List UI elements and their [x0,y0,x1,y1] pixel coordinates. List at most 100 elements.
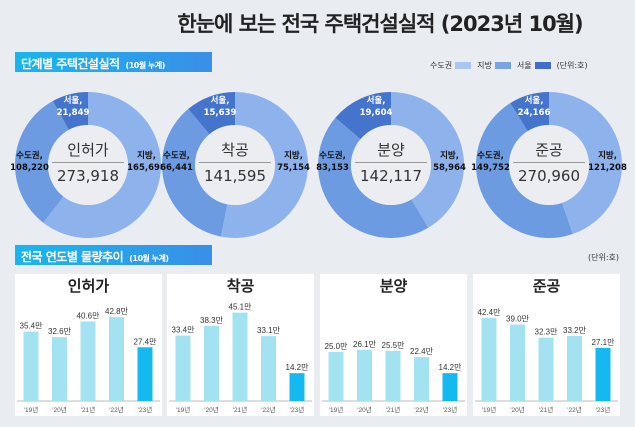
slice-jibang [220,92,308,238]
label-seoul: 서울, 21,849 [56,96,90,118]
label-jibang: 지방, 165,698 [127,151,166,173]
bar [481,317,497,401]
bar [52,337,67,401]
x-tick-label: '20년 [510,405,524,414]
x-tick-label: '23년 [138,405,152,414]
data-label: 45.1만 [229,303,253,312]
bar-panel-2: 착공 33.4만 '19년 38.3만 '20년 45.1만 '21년 33.1만 '22년 14… [167,274,314,416]
section-header-stage: 단계별 주택건설실적 (10월 누계) [15,52,212,72]
bar [510,324,525,401]
bar [23,331,39,401]
slice-seoul [510,92,549,132]
panel-title: 인허가 [67,277,110,295]
legend-item-seoul: 서울 [517,60,551,71]
data-label: 33.1만 [257,326,281,335]
bar [567,335,582,401]
x-tick-label: '23년 [443,405,457,414]
slice-jibang [549,92,622,235]
bar [80,321,96,401]
slice-seoul [52,92,88,130]
label-seoul: 서울, 19,604 [359,96,393,118]
label-sudo: 수도권, 83,153 [316,151,349,173]
slice-sudo [15,100,69,223]
legend-item-sudo: 수도권 [430,60,472,71]
donut-title: 준공 [535,141,563,159]
bar-panel-1: 인허가 35.4만 '19년 32.6만 '20년 40.6만 '21년 42.8만 '22년 2… [15,274,162,416]
bar [261,336,276,401]
donut-total: 141,595 [203,167,267,185]
bar [137,347,153,401]
slice-jibang [391,92,464,228]
divider [355,162,427,163]
slice-seoul [335,92,391,140]
panel-title: 착공 [226,277,255,295]
data-label: 14.2만 [439,363,463,372]
x-tick-label: '19년 [482,405,496,414]
bar [175,335,191,401]
x-tick-label: '23년 [290,405,304,414]
x-tick-label: '22년 [109,405,123,414]
label-sudo: 수도권, 149,752 [471,151,510,173]
section-title: 단계별 주택건설실적 [21,57,120,71]
data-label: 25.5만 [382,341,406,350]
slice-seoul [188,92,235,135]
donut-title: 분양 [377,141,405,159]
x-tick-label: '22년 [261,405,275,414]
donut-hole [351,125,431,205]
section-note: (10월 누계) [125,61,166,70]
x-tick-label: '21년 [386,405,400,414]
panel-title: 준공 [532,277,561,295]
donut-chart-3: 서울, 19,604 수도권, 83,153 지방, 58,964 분양 142,11… [316,92,466,238]
donut-hole [509,125,589,205]
divider [513,162,585,163]
label-jibang: 지방, 75,154 [277,151,310,173]
slice-sudo [162,108,228,237]
data-label: 35.4만 [20,322,44,331]
bar-panel-4: 준공 42.4만 '19년 39.0만 '20년 32.3만 '21년 33.2만 '22년 27… [473,274,620,416]
data-label: 14.2만 [286,363,310,372]
bar [204,325,219,401]
data-label: 33.4만 [172,326,196,335]
x-tick-label: '21년 [81,405,95,414]
data-label: 27.1만 [592,338,616,347]
legend-item-jibang: 지방 [477,60,511,71]
data-label: 26.1만 [353,340,377,349]
unit-label-2: (단위:호) [588,253,620,262]
bar [442,373,458,401]
donut-total: 142,117 [359,167,423,185]
x-tick-label: '22년 [414,405,428,414]
x-tick-label: '22년 [567,405,581,414]
data-label: 40.6만 [77,311,101,320]
donut-total: 270,960 [517,167,581,185]
donut-chart-2: 서울, 15,639 수도권, 66,441 지방, 75,154 착공 141,59… [160,92,310,238]
divider [52,162,124,163]
data-label: 39.0만 [506,315,530,324]
x-tick-label: '21년 [539,405,553,414]
bar [385,351,401,401]
data-label: 32.3만 [535,328,559,337]
x-tick-label: '21년 [233,405,247,414]
donut-title: 착공 [221,141,249,159]
label-jibang: 지방, 58,964 [433,151,466,173]
x-tick-label: '19년 [24,405,38,414]
x-tick-label: '20년 [204,405,218,414]
donut-hole [48,125,128,205]
bar-panel-3: 분양 25.0만 '19년 26.1만 '20년 25.5만 '21년 22.4만 '22년 14… [320,274,467,416]
x-tick-label: '19년 [176,405,190,414]
donut-hole [195,125,275,205]
bar [414,357,429,401]
slice-sudo [318,117,429,238]
data-label: 22.4만 [410,347,434,356]
legend: 수도권 지방 서울 (단위:호) [430,60,588,71]
data-label: 27.4만 [134,337,158,346]
section-title: 전국 연도별 물량추이 [21,250,124,264]
data-label: 25.0만 [325,342,349,351]
x-tick-label: '23년 [596,405,610,414]
donut-total: 273,918 [56,167,120,185]
page-title: 한눈에 보는 전국 주택건설실적 (2023년 10월) [177,12,583,36]
bar [232,312,248,401]
data-label: 42.4만 [478,308,502,317]
bar [328,352,344,401]
data-label: 32.6만 [48,327,72,336]
bar [595,347,611,401]
